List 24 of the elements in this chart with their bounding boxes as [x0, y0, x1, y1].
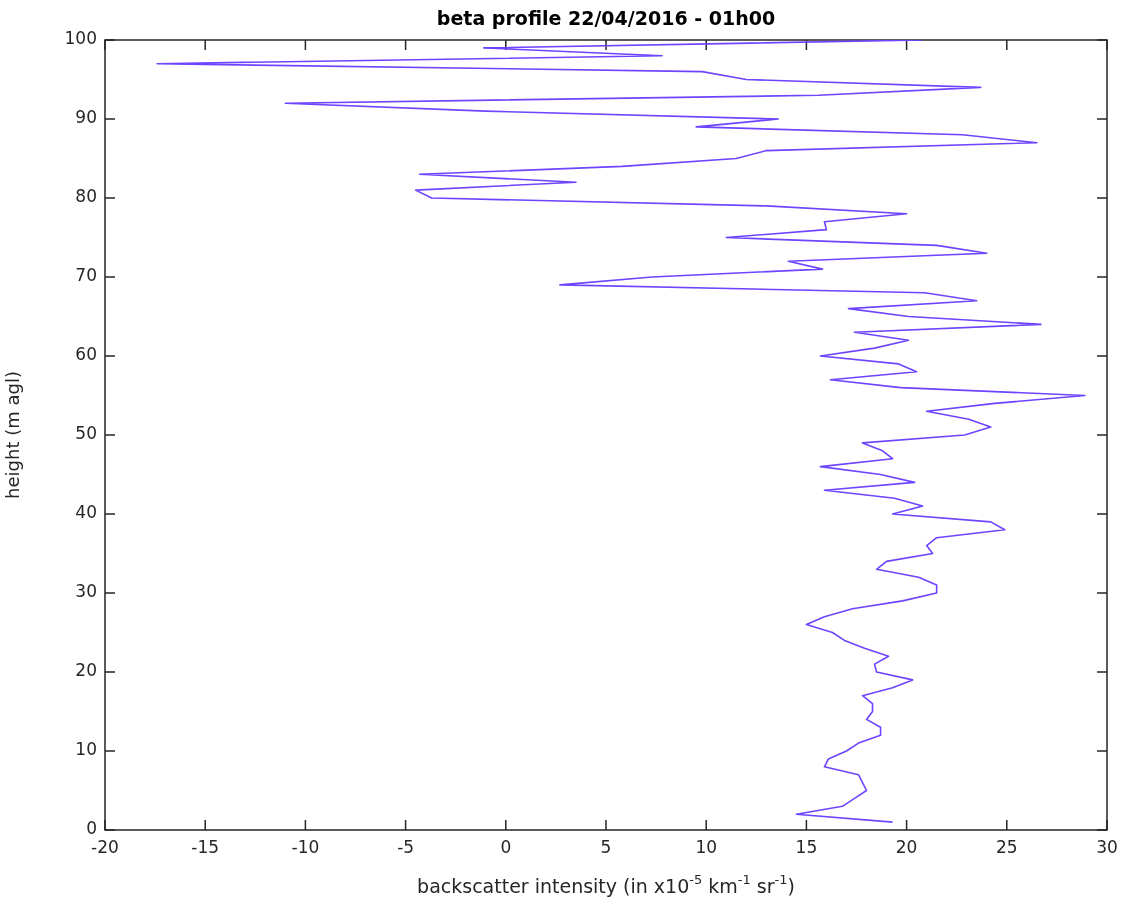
- y-tick-label: 50: [75, 423, 97, 444]
- y-tick-label: 40: [75, 502, 97, 523]
- x-tick-label: -20: [91, 836, 119, 857]
- x-tick-label: -10: [291, 836, 320, 857]
- x-tick-label: 10: [695, 836, 718, 857]
- x-tick-label: 15: [795, 836, 818, 857]
- y-tick-label: 80: [75, 186, 97, 207]
- chart-title: beta profile 22/04/2016 - 01h00: [436, 6, 776, 29]
- y-tick-label: 10: [75, 739, 97, 760]
- x-tick-label: 25: [995, 836, 1018, 857]
- y-tick-label: 0: [86, 818, 97, 839]
- x-tick-label: -5: [397, 836, 415, 857]
- x-tick-label: 30: [1096, 836, 1118, 857]
- y-tick-label: 60: [75, 344, 97, 365]
- y-tick-label: 90: [75, 107, 97, 128]
- y-tick-label: 20: [75, 660, 97, 681]
- x-tick-label: 5: [600, 836, 612, 857]
- y-tick-label: 30: [75, 581, 97, 602]
- x-tick-label: 20: [895, 836, 918, 857]
- y-tick-label: 70: [75, 265, 97, 286]
- x-tick-label: 0: [500, 836, 512, 857]
- y-tick-label: 100: [64, 28, 97, 49]
- y-axis-title: height (m agl): [2, 371, 24, 499]
- x-tick-label: -15: [191, 836, 220, 857]
